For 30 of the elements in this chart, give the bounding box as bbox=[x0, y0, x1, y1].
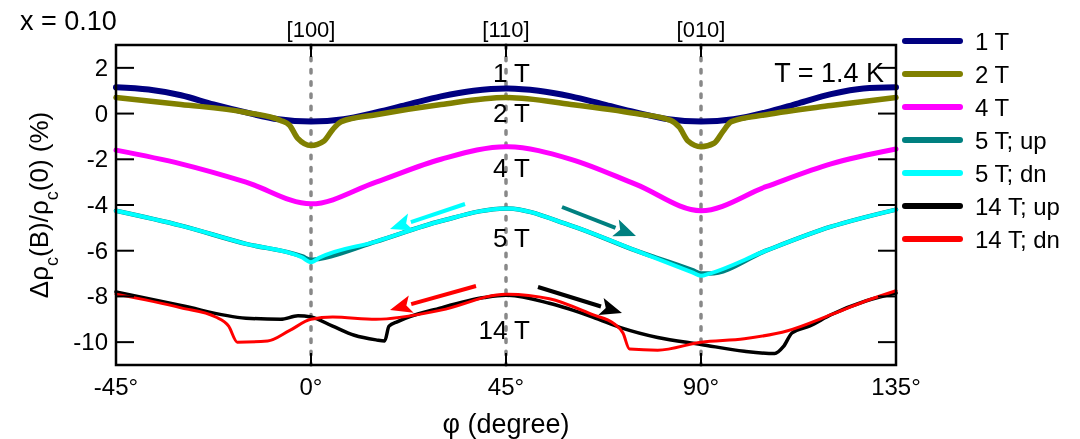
y-tick-label: -6 bbox=[86, 236, 108, 264]
x-tick-label: 90° bbox=[682, 373, 720, 400]
legend-label: 1 T bbox=[975, 28, 1010, 55]
legend-label: 5 T; dn bbox=[975, 160, 1047, 187]
text: [110] bbox=[482, 17, 530, 42]
annotation: 4 T bbox=[492, 153, 531, 183]
annotation: 14 T bbox=[478, 315, 531, 345]
annotation: T = 1.4 K bbox=[774, 58, 884, 88]
text: [010] bbox=[676, 17, 726, 42]
x-tick-label: 135° bbox=[871, 373, 921, 400]
text: x = 0.10 bbox=[20, 6, 117, 36]
annotation: 2 T bbox=[492, 98, 531, 128]
legend-label: 14 T; up bbox=[975, 193, 1060, 220]
y-tick-label: 2 bbox=[94, 53, 108, 81]
y-tick-label: -4 bbox=[86, 191, 108, 218]
x-axis-title: φ (degree) bbox=[442, 409, 570, 439]
y-tick-label: -8 bbox=[86, 282, 108, 310]
x-tick-label: 0° bbox=[299, 373, 323, 400]
y-tick-label: -10 bbox=[73, 328, 108, 356]
annotation: 1 T bbox=[492, 58, 531, 88]
y-tick-label: -2 bbox=[86, 145, 108, 173]
y-tick-label: 0 bbox=[94, 99, 108, 127]
x-tick-label: -45° bbox=[93, 373, 139, 400]
legend-label: 14 T; dn bbox=[975, 226, 1060, 253]
legend-label: 5 T; up bbox=[975, 127, 1047, 154]
legend-label: 4 T bbox=[975, 94, 1010, 121]
legend-label: 2 T bbox=[975, 61, 1010, 88]
annotation: 5 T bbox=[492, 223, 531, 253]
text: [100] bbox=[286, 17, 336, 42]
x-tick-label: 45° bbox=[487, 373, 525, 400]
